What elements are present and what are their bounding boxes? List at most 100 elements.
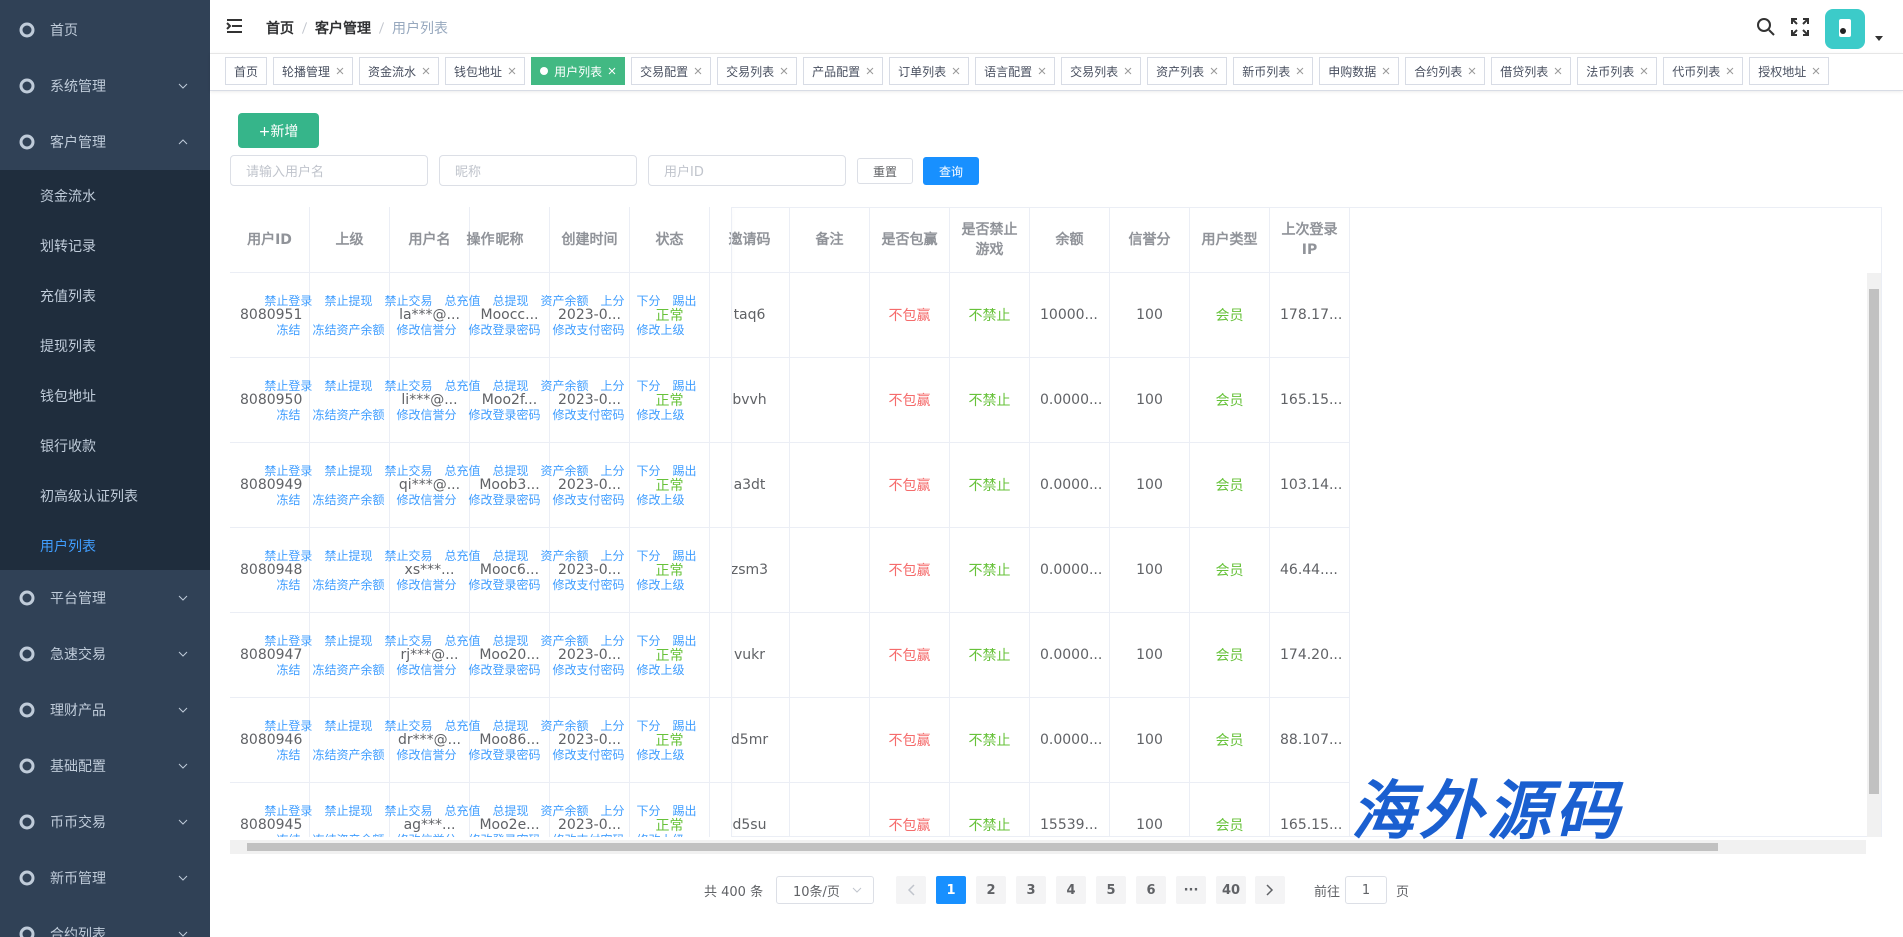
action-link[interactable]: 总提现 (492, 634, 529, 648)
page-number[interactable]: 1 (936, 876, 966, 904)
tab[interactable]: 钱包地址 (445, 57, 526, 85)
action-link[interactable]: 禁止登录 (264, 549, 313, 563)
submenu-item[interactable]: 钱包地址 (40, 389, 96, 405)
tab[interactable]: 新币列表 (1233, 57, 1314, 85)
hamburger-icon[interactable] (226, 18, 244, 34)
submenu-item[interactable]: 初高级认证列表 (40, 489, 138, 505)
action-link[interactable]: 下分 (636, 294, 661, 308)
action-link[interactable]: 禁止交易 (384, 379, 433, 393)
action-link[interactable]: 修改上级 (636, 748, 685, 762)
query-button[interactable]: 查询 (923, 157, 979, 185)
action-link[interactable]: 修改信誉分 (396, 578, 457, 592)
action-link[interactable]: 禁止交易 (384, 549, 433, 563)
page-number[interactable]: ··· (1176, 876, 1206, 904)
tab[interactable]: 借贷列表 (1491, 57, 1572, 85)
h-scrollbar[interactable] (230, 840, 1866, 854)
action-link[interactable]: 禁止提现 (324, 464, 373, 478)
menu-item[interactable]: 合约列表 (0, 906, 210, 937)
action-link[interactable]: 上分 (600, 379, 625, 393)
fullscreen-icon[interactable] (1791, 18, 1809, 36)
action-link[interactable]: 上分 (600, 549, 625, 563)
action-link[interactable]: 资产余额 (540, 294, 589, 308)
action-link[interactable]: 下分 (636, 549, 661, 563)
action-link[interactable]: 下分 (636, 719, 661, 733)
action-link[interactable]: 禁止提现 (324, 804, 373, 818)
action-link[interactable]: 修改信誉分 (396, 663, 457, 677)
action-link[interactable]: 修改支付密码 (552, 578, 625, 592)
action-link[interactable]: 禁止提现 (324, 549, 373, 563)
breadcrumb-item[interactable]: 客户管理 (315, 21, 371, 37)
action-link[interactable]: 修改上级 (636, 578, 685, 592)
tab[interactable]: 授权地址 (1749, 57, 1830, 85)
action-link[interactable]: 冻结 (276, 408, 301, 422)
menu-item[interactable]: 平台管理 (0, 570, 210, 626)
page-number[interactable]: 2 (976, 876, 1006, 904)
action-link[interactable]: 冻结资产余额 (312, 578, 385, 592)
action-link[interactable]: 资产余额 (540, 719, 589, 733)
search-input[interactable]: 请输入用户名 (230, 155, 428, 186)
submenu-item[interactable]: 用户列表 (40, 539, 96, 555)
v-scroll-thumb[interactable] (1869, 289, 1879, 794)
action-link[interactable]: 修改信誉分 (396, 831, 456, 837)
tab[interactable]: 资产列表 (1147, 57, 1228, 85)
action-link[interactable]: 冻结 (276, 748, 301, 762)
action-link[interactable]: 总提现 (492, 464, 529, 478)
submenu-item[interactable]: 划转记录 (40, 239, 96, 255)
submenu-item[interactable]: 银行收款 (40, 439, 96, 455)
submenu-item[interactable]: 提现列表 (40, 339, 96, 355)
action-link[interactable]: 下分 (636, 634, 661, 648)
action-link[interactable]: 总提现 (492, 804, 529, 818)
action-link[interactable]: 总提现 (492, 719, 529, 733)
action-link[interactable]: 踢出 (672, 464, 697, 478)
action-link[interactable]: 总提现 (492, 379, 529, 393)
action-link[interactable]: 禁止交易 (384, 804, 433, 818)
action-link[interactable]: 资产余额 (540, 379, 589, 393)
action-link[interactable]: 禁止登录 (264, 634, 313, 648)
page-size-select[interactable]: 10条/页 (776, 876, 874, 904)
goto-input[interactable]: 1 (1345, 876, 1387, 904)
action-link[interactable]: 修改支付密码 (553, 831, 625, 837)
tab[interactable]: 轮播管理 (273, 57, 354, 85)
action-link[interactable]: 上分 (600, 634, 625, 648)
action-link[interactable]: 冻结 (276, 831, 300, 837)
search-input[interactable]: 用户ID (648, 155, 846, 186)
action-link[interactable]: 修改信誉分 (396, 493, 457, 507)
tab[interactable]: 交易列表 (717, 57, 798, 85)
action-link[interactable]: 修改登录密码 (468, 748, 541, 762)
action-link[interactable]: 踢出 (672, 634, 697, 648)
tab[interactable]: 代币列表 (1663, 57, 1744, 85)
action-link[interactable]: 修改上级 (636, 663, 685, 677)
action-link[interactable]: 修改支付密码 (552, 323, 625, 337)
action-link[interactable]: 冻结 (276, 323, 301, 337)
action-link[interactable]: 资产余额 (540, 549, 589, 563)
action-link[interactable]: 禁止登录 (264, 804, 313, 818)
action-link[interactable]: 修改上级 (637, 831, 685, 837)
action-link[interactable]: 修改登录密码 (468, 323, 541, 337)
action-link[interactable]: 修改登录密码 (469, 831, 541, 837)
action-link[interactable]: 踢出 (672, 379, 697, 393)
menu-item[interactable]: 急速交易 (0, 626, 210, 682)
v-scrollbar[interactable] (1867, 273, 1881, 837)
action-link[interactable]: 冻结资产余额 (312, 408, 385, 422)
action-link[interactable]: 总充值 (444, 634, 481, 648)
search-input[interactable]: 昵称 (439, 155, 637, 186)
action-link[interactable]: 禁止提现 (324, 719, 373, 733)
action-link[interactable]: 总充值 (444, 719, 481, 733)
action-link[interactable]: 上分 (600, 294, 625, 308)
action-link[interactable]: 资产余额 (540, 804, 589, 818)
prev-button[interactable] (896, 876, 926, 904)
reset-button[interactable]: 重置 (857, 158, 913, 184)
h-scroll-thumb[interactable] (247, 843, 1718, 851)
action-link[interactable]: 修改支付密码 (552, 748, 625, 762)
action-link[interactable]: 总充值 (444, 294, 481, 308)
action-link[interactable]: 下分 (636, 379, 661, 393)
action-link[interactable]: 踢出 (672, 719, 697, 733)
action-link[interactable]: 禁止登录 (264, 719, 313, 733)
menu-item[interactable]: 币币交易 (0, 794, 210, 850)
page-number[interactable]: 3 (1016, 876, 1046, 904)
page-number[interactable]: 6 (1136, 876, 1166, 904)
action-link[interactable]: 冻结资产余额 (312, 323, 385, 337)
action-link[interactable]: 冻结资产余额 (312, 748, 385, 762)
action-link[interactable]: 总充值 (444, 464, 481, 478)
action-link[interactable]: 禁止交易 (384, 719, 433, 733)
